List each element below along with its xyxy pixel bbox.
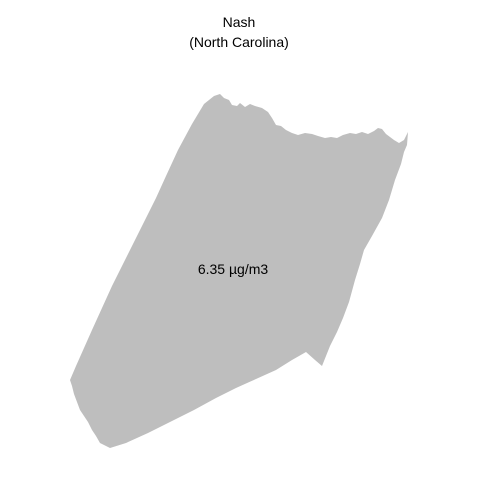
air-quality-value-label: 6.35 µg/m3 [198, 261, 269, 277]
map-title-state: (North Carolina) [189, 34, 289, 50]
map-title-county: Nash [222, 14, 256, 30]
nash-county-shape [70, 94, 408, 448]
